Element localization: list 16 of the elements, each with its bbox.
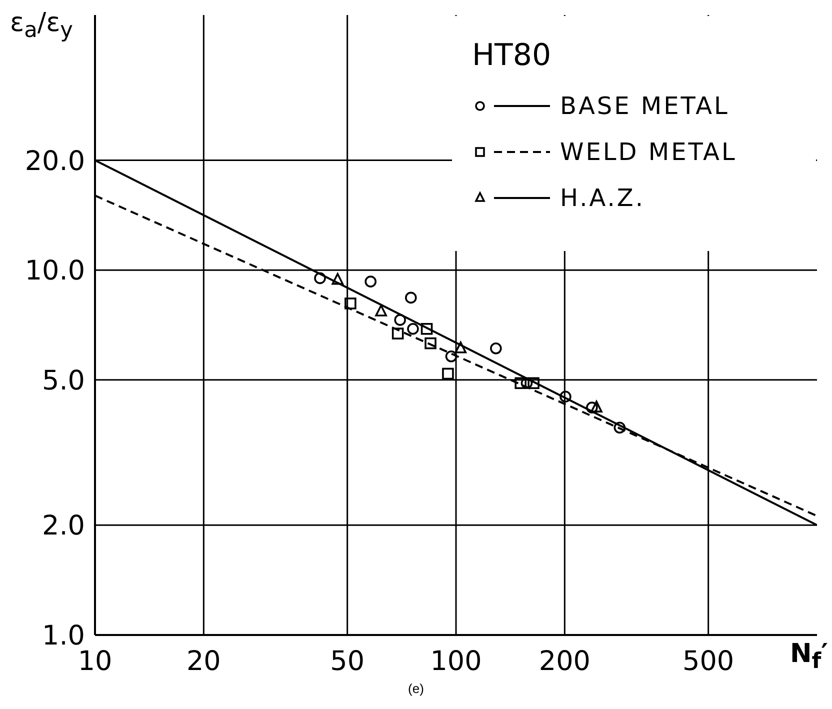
legend-title: HT80 [472, 38, 552, 73]
x-tick-label: 200 [538, 646, 590, 678]
x-tick-label: 50 [330, 646, 365, 678]
x-tick-label: 20 [186, 646, 221, 678]
y-tick-label: 5.0 [42, 366, 85, 397]
y-tick-label: 2.0 [42, 510, 85, 542]
y-tick-label: 10.0 [24, 256, 85, 287]
y-tick-label: 20.0 [24, 146, 85, 177]
y-axis-title: ε$_{a}$/ε$_{y}$ [10, 8, 73, 44]
x-tick-label: 100 [430, 646, 482, 678]
x-axis-title: N$_{f}$′ [790, 639, 828, 674]
x-tick-label: 500 [682, 646, 734, 678]
text: (e) [407, 681, 425, 696]
legend-label: BASE METAL [560, 92, 730, 120]
legend-label: H.A.Z. [560, 184, 645, 212]
legend-label: WELD METAL [560, 138, 737, 166]
